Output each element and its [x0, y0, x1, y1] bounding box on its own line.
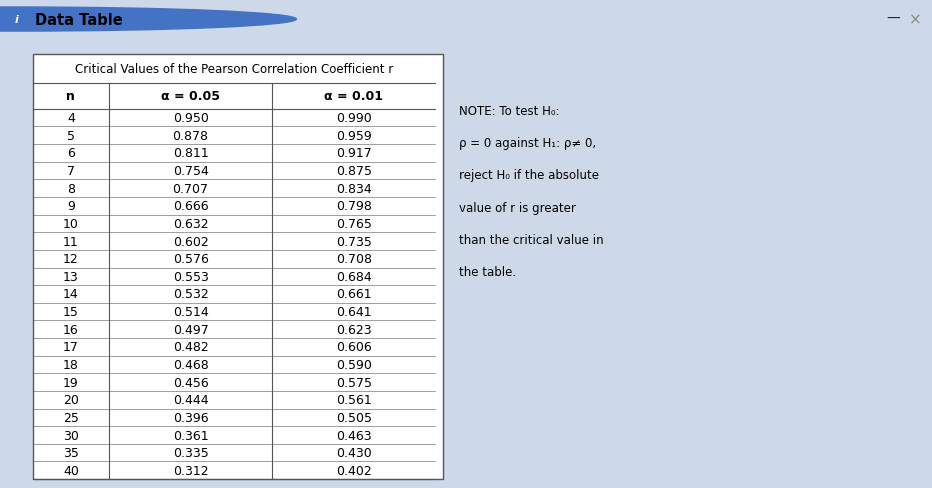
Text: NOTE: To test H₀:: NOTE: To test H₀: [459, 105, 559, 118]
Text: 0.707: 0.707 [172, 183, 209, 195]
Text: 0.641: 0.641 [336, 305, 372, 319]
Text: 40: 40 [62, 464, 79, 477]
Text: 13: 13 [63, 270, 78, 283]
Text: 0.468: 0.468 [172, 358, 209, 371]
Text: 0.632: 0.632 [172, 218, 209, 230]
Text: 0.532: 0.532 [172, 288, 209, 301]
Text: α = 0.01: α = 0.01 [324, 90, 383, 103]
Text: 14: 14 [63, 288, 78, 301]
Text: 19: 19 [63, 376, 78, 389]
Text: 4: 4 [67, 112, 75, 125]
Text: 0.590: 0.590 [336, 358, 372, 371]
Text: 30: 30 [62, 428, 79, 442]
Text: 0.917: 0.917 [336, 147, 372, 160]
Text: 0.765: 0.765 [336, 218, 372, 230]
Text: 5: 5 [67, 129, 75, 142]
Text: 0.335: 0.335 [172, 446, 209, 459]
Text: 8: 8 [67, 183, 75, 195]
Text: Data Table: Data Table [35, 13, 123, 27]
Text: 0.553: 0.553 [172, 270, 209, 283]
Text: 0.606: 0.606 [336, 341, 372, 354]
Text: 0.661: 0.661 [336, 288, 372, 301]
Text: 0.623: 0.623 [336, 323, 372, 336]
Text: 18: 18 [62, 358, 79, 371]
Bar [33, 55, 443, 479]
Text: 17: 17 [62, 341, 79, 354]
Text: Critical Values of the Pearson Correlation Coefficient r: Critical Values of the Pearson Correlati… [75, 63, 393, 76]
Text: 0.505: 0.505 [336, 411, 372, 424]
Text: the table.: the table. [459, 265, 515, 278]
Text: 0.950: 0.950 [172, 112, 209, 125]
Text: 6: 6 [67, 147, 75, 160]
Text: 0.312: 0.312 [172, 464, 209, 477]
Text: than the critical value in: than the critical value in [459, 233, 603, 246]
Text: 9: 9 [67, 200, 75, 213]
Text: 0.396: 0.396 [172, 411, 209, 424]
Text: ρ = 0 against H₁: ρ≠ 0,: ρ = 0 against H₁: ρ≠ 0, [459, 137, 596, 150]
Text: 0.444: 0.444 [172, 393, 209, 407]
Text: 20: 20 [62, 393, 79, 407]
Text: 0.497: 0.497 [172, 323, 209, 336]
Text: 0.456: 0.456 [172, 376, 209, 389]
Text: 12: 12 [63, 253, 78, 265]
Text: 0.575: 0.575 [336, 376, 372, 389]
Text: 0.878: 0.878 [172, 129, 209, 142]
Text: 0.463: 0.463 [336, 428, 372, 442]
Text: reject H₀ if the absolute: reject H₀ if the absolute [459, 169, 598, 182]
Text: 0.514: 0.514 [172, 305, 209, 319]
Text: 0.666: 0.666 [172, 200, 209, 213]
Text: 0.402: 0.402 [336, 464, 372, 477]
Text: 0.735: 0.735 [336, 235, 372, 248]
Circle shape [0, 8, 296, 32]
Text: 0.811: 0.811 [172, 147, 209, 160]
Text: 10: 10 [62, 218, 79, 230]
Text: 15: 15 [62, 305, 79, 319]
Text: ×: × [909, 13, 922, 27]
Text: n: n [66, 90, 75, 103]
Text: 0.576: 0.576 [172, 253, 209, 265]
Text: 0.684: 0.684 [336, 270, 372, 283]
Text: 0.430: 0.430 [336, 446, 372, 459]
Text: 0.875: 0.875 [336, 165, 372, 178]
Text: 0.602: 0.602 [172, 235, 209, 248]
Text: 0.561: 0.561 [336, 393, 372, 407]
Text: 7: 7 [67, 165, 75, 178]
Text: α = 0.05: α = 0.05 [161, 90, 220, 103]
Text: 0.361: 0.361 [172, 428, 209, 442]
Text: 35: 35 [62, 446, 79, 459]
Text: —: — [886, 12, 899, 26]
Text: 0.798: 0.798 [336, 200, 372, 213]
Text: 0.482: 0.482 [172, 341, 209, 354]
Text: 25: 25 [62, 411, 79, 424]
Text: 0.834: 0.834 [336, 183, 372, 195]
Text: 0.708: 0.708 [336, 253, 372, 265]
Text: value of r is greater: value of r is greater [459, 201, 575, 214]
Text: 0.959: 0.959 [336, 129, 372, 142]
Text: i: i [15, 15, 19, 25]
Text: 0.754: 0.754 [172, 165, 209, 178]
Text: 11: 11 [63, 235, 78, 248]
Text: 16: 16 [63, 323, 78, 336]
Text: 0.990: 0.990 [336, 112, 372, 125]
